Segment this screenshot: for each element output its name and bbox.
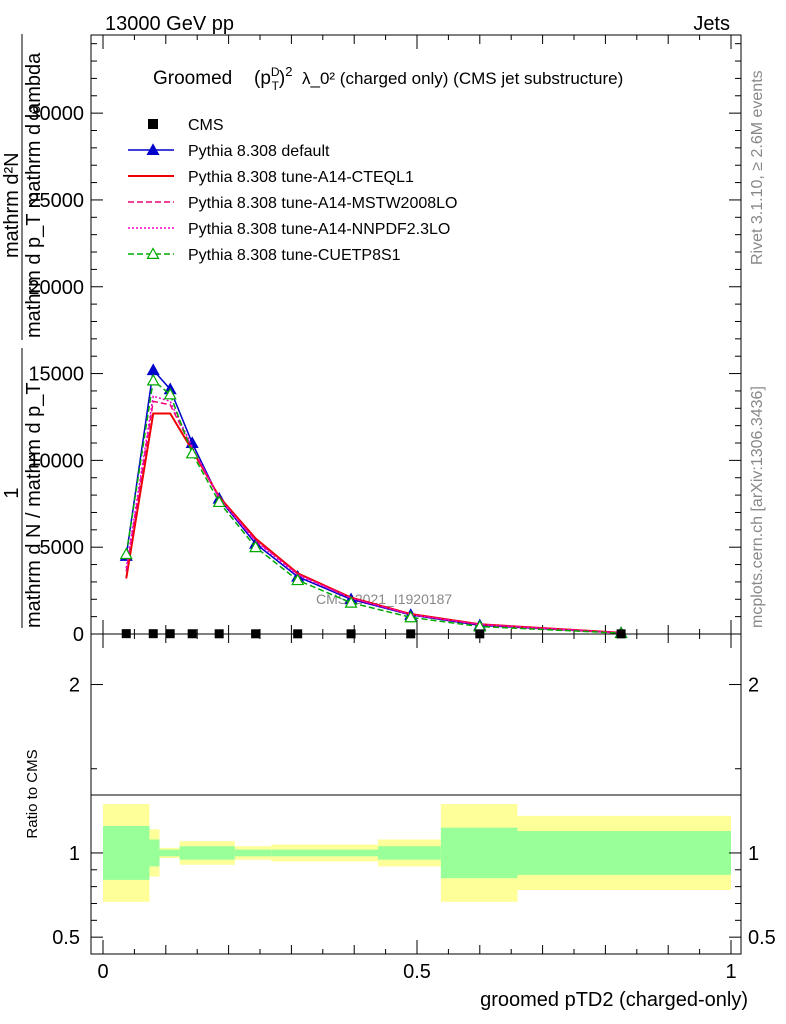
- series-point-5: [344, 596, 358, 608]
- ratio-band-stat: [234, 849, 272, 857]
- legend-cms-marker: [148, 119, 158, 129]
- series-point-5: [249, 540, 263, 553]
- series-point-5: [404, 610, 418, 623]
- ylabel-mid: mathrm d²N: [1, 152, 23, 258]
- ratio-band-stat: [159, 849, 180, 857]
- legend-marker-5: [146, 247, 160, 259]
- ratio-band-stat: [378, 846, 441, 860]
- y-tick-label: 15000: [28, 364, 84, 386]
- ylabel-den1: mathrm d N / mathrm d p_T: [23, 382, 45, 628]
- x-tick-label: 1: [725, 961, 736, 983]
- series-point-5: [212, 495, 226, 508]
- x-axis-ticks: 0 0.5 1: [97, 634, 737, 983]
- legend-label-1: Pythia 8.308 default: [188, 143, 330, 160]
- ratio-bands: [103, 804, 731, 902]
- ratio-tick-label: 2: [69, 675, 80, 697]
- legend-marker-1: [146, 143, 160, 155]
- y-tick-label: 0: [73, 624, 84, 646]
- y-axis-ticks: 0 5000 10000 15000 20000 25000 30000: [28, 43, 741, 646]
- y-tick-label: 25000: [28, 190, 84, 212]
- series-point-1: [146, 363, 160, 376]
- x-tick-label: 0.5: [403, 961, 431, 983]
- series-point-5: [119, 547, 133, 560]
- y-tick-label: 20000: [28, 277, 84, 299]
- x-tick-label: 0: [97, 961, 108, 983]
- legend-label-3: Pythia 8.308 tune-A14-MSTW2008LO: [188, 195, 457, 212]
- title-suffix: λ_0² (charged only) (CMS jet substructur…: [302, 69, 623, 88]
- ratio-band-stat: [149, 839, 160, 867]
- ratio-band-stat: [271, 849, 379, 857]
- rivet-label: Rivet 3.1.10, ≥ 2.6M events: [749, 70, 766, 265]
- x-axis-label: groomed pTD2 (charged-only): [480, 989, 748, 1011]
- ratio-tick-label-right: 1: [748, 843, 759, 865]
- y-tick-label: 10000: [28, 450, 84, 472]
- series-point-5: [146, 373, 160, 386]
- ratio-band-stat: [179, 846, 235, 860]
- ylabel-top: 1: [1, 487, 23, 498]
- ratio-tick-label-right: 2: [748, 675, 759, 697]
- ylabel-den2: mathrm d p_T mathrm d lambda: [23, 52, 45, 338]
- ratio-axis-ticks: 0.5 0.5 1 1 2 2: [52, 675, 776, 950]
- legend-label-4: Pythia 8.308 tune-A14-NNPDF2.3LO: [188, 221, 450, 238]
- ratio-band-stat: [517, 831, 731, 875]
- series-point-5: [163, 387, 177, 400]
- legend-cms-label: CMS: [188, 117, 224, 134]
- y-axis-label: 1 mathrm d N / mathrm d p_T mathrm d²N m…: [1, 34, 45, 628]
- ratio-tick-label-right: 0.5: [748, 927, 776, 949]
- ratio-frame: [90, 633, 742, 955]
- ratio-ylabel: Ratio to CMS: [24, 749, 41, 838]
- legend-label-5: Pythia 8.308 tune-CUETP8S1: [188, 247, 401, 264]
- series-point-5: [291, 573, 305, 586]
- chart-title: Groomed (pD T)2 λ_0² (charged only) (CMS …: [153, 64, 623, 93]
- legend-label-2: Pythia 8.308 tune-A14-CTEQL1: [188, 169, 414, 186]
- header-left: 13000 GeV pp: [105, 13, 234, 35]
- title-math: (pD T)2: [254, 64, 292, 93]
- y-tick-label: 30000: [28, 103, 84, 125]
- ratio-tick-label: 0.5: [52, 927, 80, 949]
- series-point-5: [185, 446, 199, 459]
- legend: CMS Pythia 8.308 default Pythia 8.308 tune…: [128, 117, 457, 264]
- ratio-band-stat: [440, 827, 518, 879]
- ratio-tick-label: 1: [69, 843, 80, 865]
- series-line-3: [125, 400, 622, 634]
- title-prefix: Groomed: [153, 68, 232, 89]
- y-tick-label: 5000: [40, 537, 85, 559]
- mcplots-label: mcplots.cern.ch [arXiv:1306.3436]: [749, 386, 766, 628]
- ratio-band-stat: [103, 826, 150, 880]
- header-right: Jets: [693, 13, 730, 35]
